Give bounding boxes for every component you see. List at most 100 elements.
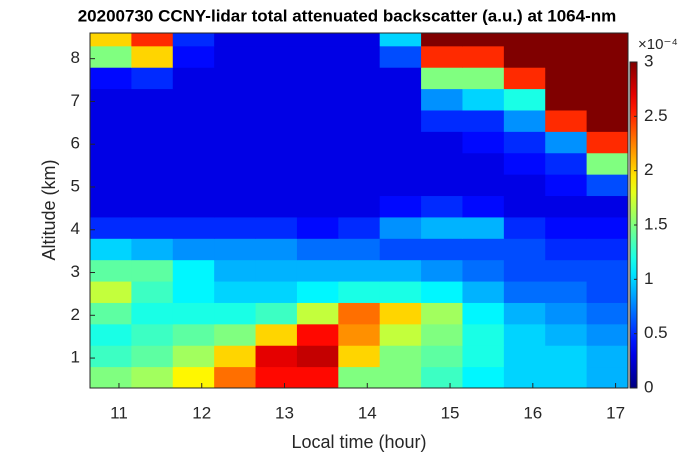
heatmap-cell	[462, 302, 505, 325]
heatmap-cell	[131, 323, 174, 346]
heatmap-cell	[255, 109, 298, 132]
heatmap-cell	[421, 366, 463, 389]
heatmap-cell	[545, 323, 588, 346]
heatmap-cell	[255, 88, 298, 111]
heatmap-cell	[255, 302, 298, 325]
heatmap-cell	[90, 323, 132, 346]
heatmap-cell	[545, 366, 588, 389]
heatmap-cell	[503, 302, 546, 325]
heatmap-cell	[90, 152, 132, 175]
heatmap-cell	[338, 345, 381, 368]
heatmap-cell	[503, 131, 546, 154]
heatmap-cell	[338, 174, 381, 197]
heatmap-cell	[462, 259, 505, 282]
heatmap-cell	[421, 345, 463, 368]
heatmap-cell	[586, 238, 629, 261]
heatmap-cell	[338, 45, 381, 68]
heatmap-cell	[338, 33, 381, 47]
heatmap-cell	[421, 88, 463, 111]
heatmap-cell	[421, 259, 463, 282]
heatmap-cell	[338, 323, 381, 346]
heatmap-cell	[131, 67, 174, 90]
heatmap-cell	[338, 366, 381, 389]
heatmap-cell	[172, 174, 215, 197]
heatmap-cell	[421, 45, 463, 68]
heatmap-cell	[338, 281, 381, 303]
heatmap-cell	[338, 259, 381, 282]
heatmap-cell	[379, 281, 422, 303]
heatmap-cell	[296, 302, 339, 325]
y-tick-label: 1	[71, 348, 80, 367]
heatmap-cell	[172, 88, 215, 111]
heatmap-cell	[462, 109, 505, 132]
colorbar-tick-label: 0	[644, 377, 653, 396]
heatmap-cell	[379, 67, 422, 90]
heatmap-cell	[172, 109, 215, 132]
heatmap-cell	[255, 131, 298, 154]
y-tick-label: 2	[71, 305, 80, 324]
heatmap-cell	[379, 152, 422, 175]
heatmap-cell	[255, 345, 298, 368]
heatmap-cell	[214, 238, 257, 261]
heatmap-cell	[379, 195, 422, 218]
heatmap-cell	[90, 302, 132, 325]
heatmap-cell	[586, 67, 629, 90]
heatmap-cell	[255, 45, 298, 68]
heatmap-cell	[545, 33, 588, 47]
heatmap-cell	[296, 323, 339, 346]
x-tick-label: 13	[275, 403, 294, 422]
heatmap-cell	[379, 302, 422, 325]
heatmap-cell	[379, 33, 422, 47]
heatmap-cell	[214, 302, 257, 325]
heatmap-cell	[462, 281, 505, 303]
heatmap-cell	[421, 195, 463, 218]
heatmap-cell	[214, 174, 257, 197]
colorbar-tick-label: 0.5	[644, 323, 668, 342]
x-tick-label: 15	[441, 403, 460, 422]
heatmap-cell	[421, 131, 463, 154]
heatmap-cell	[296, 109, 339, 132]
heatmap-cell	[214, 345, 257, 368]
heatmap-cell	[462, 33, 505, 47]
heatmap-cell	[214, 323, 257, 346]
heatmap-cell	[462, 152, 505, 175]
heatmap-cell	[172, 33, 215, 47]
chart-title: 20200730 CCNY-lidar total attenuated bac…	[78, 6, 617, 25]
heatmap-cell	[503, 109, 546, 132]
x-tick-label: 16	[523, 403, 542, 422]
heatmap-cell	[214, 131, 257, 154]
heatmap-cell	[172, 366, 215, 389]
heatmap-cell	[255, 366, 298, 389]
heatmap-cell	[379, 88, 422, 111]
heatmap-cell	[255, 67, 298, 90]
heatmap-cell	[255, 195, 298, 218]
heatmap-cell	[296, 88, 339, 111]
heatmap-cell	[586, 88, 629, 111]
heatmap-cell	[214, 216, 257, 239]
heatmap-cell	[131, 238, 174, 261]
heatmap-cell	[296, 131, 339, 154]
heatmap-cell	[296, 152, 339, 175]
heatmap-cell	[503, 152, 546, 175]
heatmap-cell	[503, 216, 546, 239]
heatmap-cell	[338, 109, 381, 132]
heatmap-cell	[296, 345, 339, 368]
heatmap-cell	[545, 45, 588, 68]
heatmap-cell	[255, 33, 298, 47]
heatmap-cell	[503, 238, 546, 261]
heatmap-cell	[214, 45, 257, 68]
heatmap-cell	[214, 67, 257, 90]
heatmap-cell	[90, 45, 132, 68]
heatmap-cell	[462, 131, 505, 154]
heatmap-cell	[379, 259, 422, 282]
heatmap-cell	[296, 33, 339, 47]
heatmap-cell	[214, 88, 257, 111]
heatmap-cell	[462, 216, 505, 239]
heatmap-cell	[379, 366, 422, 389]
heatmap-cell	[131, 281, 174, 303]
heatmap-cell	[131, 366, 174, 389]
heatmap-cell	[338, 131, 381, 154]
heatmap-cell	[379, 216, 422, 239]
heatmap-cell	[338, 67, 381, 90]
heatmap-cell	[462, 67, 505, 90]
